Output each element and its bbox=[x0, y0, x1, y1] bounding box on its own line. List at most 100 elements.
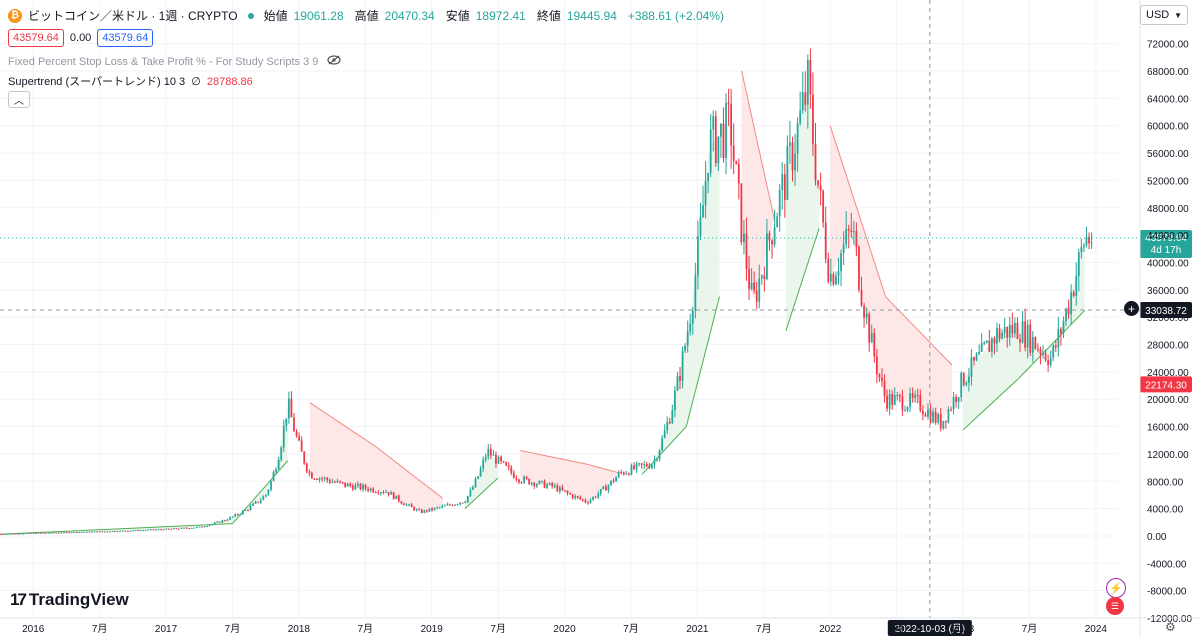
candle-up bbox=[19, 533, 22, 535]
candle-down bbox=[367, 488, 370, 491]
candle-up bbox=[904, 410, 906, 412]
candle-down bbox=[916, 394, 919, 396]
candle-down bbox=[627, 473, 630, 475]
time-tick-label: 2018 bbox=[288, 624, 311, 635]
symbol-title[interactable]: ビットコイン／米ドル · 1週 · CRYPTO bbox=[28, 9, 238, 23]
chevron-up-icon[interactable]: ︿ bbox=[8, 91, 30, 108]
candle-up bbox=[694, 275, 697, 311]
candle-down bbox=[581, 499, 584, 501]
time-tick-label: 7月 bbox=[490, 623, 506, 635]
bitcoin-icon: ₿ bbox=[8, 8, 22, 23]
candle-down bbox=[502, 461, 505, 463]
candle-up bbox=[927, 410, 929, 417]
candle-up bbox=[346, 483, 349, 487]
indicator-stoploss[interactable]: Fixed Percent Stop Loss & Take Profit % … bbox=[8, 55, 342, 68]
time-tick-label: 7月 bbox=[358, 623, 374, 635]
candle-up bbox=[574, 496, 577, 499]
candle-up bbox=[267, 489, 270, 495]
time-tick-label: 2016 bbox=[22, 624, 45, 635]
candle-down bbox=[185, 527, 188, 529]
time-tick-label: 2024 bbox=[1085, 624, 1108, 635]
indicator-supertrend[interactable]: Supertrend (スーパートレンド) 10 3 ∅ 28788.86 bbox=[8, 73, 253, 89]
candle-down bbox=[730, 104, 733, 146]
candle-up bbox=[638, 463, 641, 465]
candle-up bbox=[676, 375, 679, 391]
candle-down bbox=[832, 274, 835, 285]
candle-up bbox=[405, 504, 408, 506]
candle-down bbox=[500, 456, 502, 462]
ohlc-open: 19061.28 bbox=[293, 8, 344, 23]
market-status-icon bbox=[247, 12, 254, 19]
time-tick-label: 2017 bbox=[155, 624, 178, 635]
candle-down bbox=[873, 332, 876, 357]
supertrend-up-line bbox=[785, 228, 820, 331]
candle-up bbox=[996, 328, 998, 344]
supertrend-up-line bbox=[1018, 309, 1086, 380]
ohlc-high: 20470.34 bbox=[384, 8, 435, 23]
candle-up bbox=[4, 533, 7, 535]
candle-down bbox=[819, 185, 822, 191]
candle-down bbox=[1016, 322, 1019, 339]
buy-button[interactable]: 43579.64 bbox=[97, 29, 154, 47]
ohlc-close-key: 終値 bbox=[536, 9, 561, 23]
sell-button[interactable]: 43579.64 bbox=[8, 29, 64, 47]
lightning-icon[interactable]: ⚡ bbox=[1106, 578, 1126, 598]
candle-up bbox=[967, 376, 970, 383]
candle-down bbox=[188, 528, 191, 530]
candle-up bbox=[147, 529, 150, 531]
supertrend-price-label-bg bbox=[1140, 376, 1192, 393]
candle-down bbox=[929, 410, 932, 423]
last-price-tag-bg bbox=[1140, 229, 1192, 258]
us-flag-icon[interactable]: ☰ bbox=[1106, 597, 1124, 615]
candle-up bbox=[198, 526, 201, 528]
candle-up bbox=[674, 390, 676, 410]
candle-down bbox=[392, 492, 395, 500]
candle-up bbox=[443, 505, 446, 507]
candle-up bbox=[937, 414, 940, 423]
candle-down bbox=[768, 233, 771, 241]
candle-up bbox=[965, 382, 968, 385]
candle-up bbox=[216, 521, 219, 523]
candle-down bbox=[418, 509, 421, 511]
candle-up bbox=[1014, 322, 1016, 334]
supertrend-up-fill bbox=[464, 453, 499, 509]
candle-down bbox=[863, 305, 865, 318]
crosshair-price-label-bg bbox=[1140, 302, 1192, 319]
candle-up bbox=[436, 507, 439, 509]
candle-up bbox=[331, 481, 334, 483]
candle-up bbox=[234, 514, 237, 517]
supertrend-up-line bbox=[962, 378, 1019, 431]
candle-up bbox=[109, 531, 111, 533]
supertrend-down-fill bbox=[376, 447, 443, 511]
candle-up bbox=[474, 478, 477, 488]
empty-set-icon: ∅ bbox=[191, 76, 201, 88]
candle-down bbox=[328, 480, 331, 483]
crosshair-date-label-bg bbox=[887, 620, 972, 636]
currency-selector[interactable]: USD ▼ bbox=[1140, 5, 1188, 25]
candle-up bbox=[459, 502, 462, 505]
candle-up bbox=[684, 345, 687, 351]
tradingview-logo[interactable]: 17 TradingView bbox=[10, 590, 129, 610]
supertrend-down-fill bbox=[586, 464, 620, 502]
gear-icon[interactable]: ⚙ bbox=[1165, 620, 1176, 634]
spread-value: 0.00 bbox=[69, 32, 92, 44]
price-tick-label: 56000.00 bbox=[1147, 149, 1189, 160]
candle-up bbox=[548, 482, 551, 485]
add-alert-icon[interactable]: + bbox=[1124, 301, 1139, 316]
candle-up bbox=[116, 531, 119, 533]
candle-down bbox=[11, 533, 14, 535]
candle-down bbox=[737, 163, 740, 184]
candle-up bbox=[942, 420, 945, 429]
candle-up bbox=[766, 233, 768, 280]
candle-up bbox=[91, 531, 93, 533]
legend-collapse[interactable]: ︿ bbox=[8, 91, 30, 108]
candle-up bbox=[354, 485, 357, 490]
supertrend-price-label: 22174.30 bbox=[1145, 380, 1187, 391]
price-tick-label: 64000.00 bbox=[1147, 94, 1189, 105]
candle-up bbox=[845, 228, 848, 245]
candle-down bbox=[359, 483, 362, 490]
candle-up bbox=[615, 477, 617, 482]
hidden-eye-icon[interactable] bbox=[327, 55, 342, 68]
